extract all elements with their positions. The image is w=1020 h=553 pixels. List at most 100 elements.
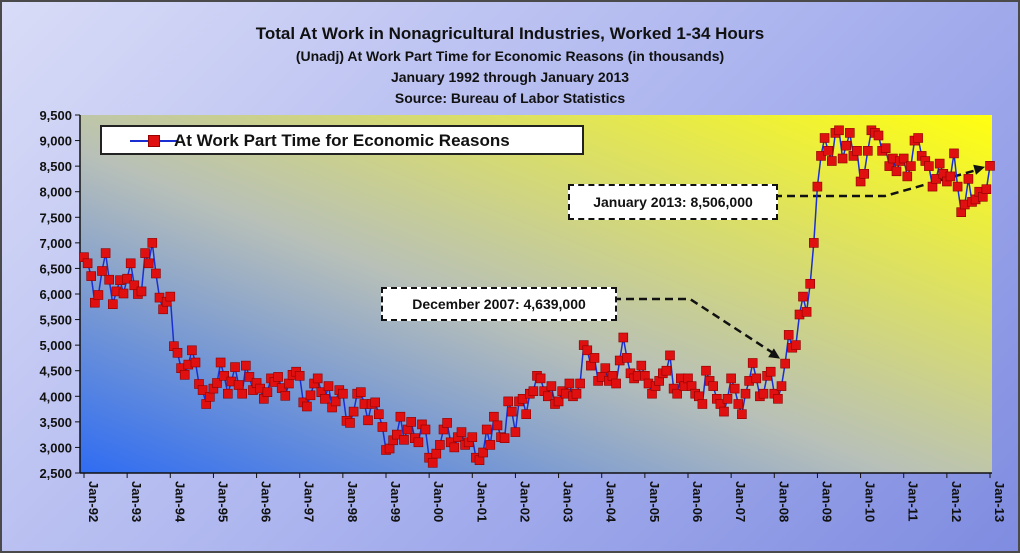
- data-point: [931, 174, 941, 184]
- data-point: [661, 365, 672, 376]
- chart-source: Source: Bureau of Labor Statistics: [394, 90, 626, 106]
- data-point: [859, 169, 870, 179]
- data-point: [435, 440, 445, 450]
- data-point: [816, 151, 826, 161]
- data-point: [330, 396, 341, 407]
- data-point: [636, 360, 647, 371]
- data-point: [521, 409, 532, 420]
- data-point: [97, 266, 107, 276]
- data-point: [729, 383, 740, 394]
- data-point: [535, 373, 546, 384]
- data-point: [913, 133, 923, 143]
- data-point: [456, 427, 467, 437]
- data-point: [172, 347, 183, 358]
- data-point: [237, 388, 247, 399]
- data-point: [478, 447, 488, 458]
- x-tick-label: Jan-01: [474, 481, 489, 522]
- data-point: [215, 357, 226, 368]
- annotation-arrowhead: [768, 348, 781, 359]
- data-point: [413, 437, 424, 448]
- data-point: [823, 146, 834, 156]
- data-point: [776, 381, 787, 391]
- data-point: [618, 332, 629, 343]
- data-point: [575, 378, 585, 389]
- data-point: [582, 345, 593, 356]
- data-point: [273, 372, 283, 382]
- data-point: [722, 393, 733, 404]
- x-tick-label: Jan-08: [776, 481, 791, 522]
- data-point: [571, 388, 582, 399]
- data-point: [284, 378, 294, 389]
- data-point: [773, 393, 783, 404]
- y-tick-label: 9,000: [39, 134, 72, 149]
- x-tick-label: Jan-13: [992, 481, 1007, 522]
- y-tick-label: 7,000: [39, 236, 72, 251]
- data-point: [611, 378, 621, 389]
- data-point: [395, 411, 406, 422]
- data-point: [338, 388, 348, 399]
- y-tick-label: 7,500: [39, 210, 72, 225]
- data-point: [100, 248, 111, 258]
- data-point: [125, 258, 136, 269]
- legend-label: At Work Part Time for Economic Reasons: [174, 131, 510, 150]
- data-point: [449, 442, 460, 453]
- y-tick-label: 3,500: [39, 415, 72, 430]
- x-tick-label: Jan-00: [431, 481, 446, 522]
- legend: At Work Part Time for Economic Reasons: [100, 125, 584, 155]
- annotation-arrow-jan-2013: [774, 167, 982, 198]
- data-point: [391, 429, 402, 440]
- data-point: [294, 370, 305, 381]
- data-point: [363, 415, 373, 426]
- data-point: [622, 353, 632, 363]
- data-point: [801, 307, 812, 317]
- data-point: [672, 388, 683, 399]
- data-point: [305, 390, 316, 401]
- x-tick-label: Jan-96: [259, 481, 274, 522]
- x-tick-label: Jan-99: [388, 481, 403, 522]
- y-tick-label: 4,500: [39, 364, 72, 379]
- y-tick-label: 8,000: [39, 185, 72, 200]
- annotation-dec-2007: December 2007: 4,639,000: [381, 287, 617, 321]
- x-tick-label: Jan-07: [733, 481, 748, 522]
- chart-period: January 1992 through January 2013: [390, 69, 630, 85]
- data-point: [212, 378, 222, 388]
- data-point: [751, 373, 762, 384]
- data-point: [431, 448, 442, 459]
- data-point: [489, 411, 499, 422]
- data-point: [323, 381, 334, 391]
- data-point: [230, 362, 240, 372]
- data-point: [902, 171, 913, 182]
- annotation-arrows: [613, 164, 985, 359]
- data-point: [219, 370, 229, 381]
- data-point: [844, 128, 855, 138]
- legend-marker-swatch: [148, 135, 160, 147]
- data-point: [118, 288, 129, 299]
- x-tick-label: Jan-94: [172, 481, 187, 523]
- x-tick-label: Jan-11: [906, 481, 921, 521]
- data-point: [949, 148, 959, 159]
- x-tick-label: Jan-92: [86, 481, 101, 522]
- data-point: [528, 386, 539, 397]
- data-point: [420, 424, 431, 435]
- data-point: [553, 396, 564, 407]
- x-tick-label: Jan-03: [561, 481, 576, 522]
- data-point: [165, 291, 176, 302]
- x-tick-label: Jan-02: [517, 481, 532, 522]
- data-point: [697, 399, 708, 409]
- data-point: [719, 406, 729, 417]
- data-point: [406, 417, 417, 427]
- y-tick-label: 5,000: [39, 338, 72, 353]
- data-point: [517, 393, 528, 404]
- y-tick-label: 8,500: [39, 159, 72, 174]
- data-point: [546, 381, 557, 391]
- data-point: [320, 393, 330, 404]
- data-point: [205, 391, 215, 402]
- data-point: [589, 353, 600, 363]
- chart-title: Total At Work in Nonagricultural Industr…: [255, 24, 765, 43]
- data-point: [758, 388, 769, 399]
- data-point: [481, 424, 492, 435]
- data-point: [873, 130, 884, 141]
- data-point: [834, 125, 844, 136]
- data-point: [492, 420, 503, 431]
- data-point: [906, 161, 916, 171]
